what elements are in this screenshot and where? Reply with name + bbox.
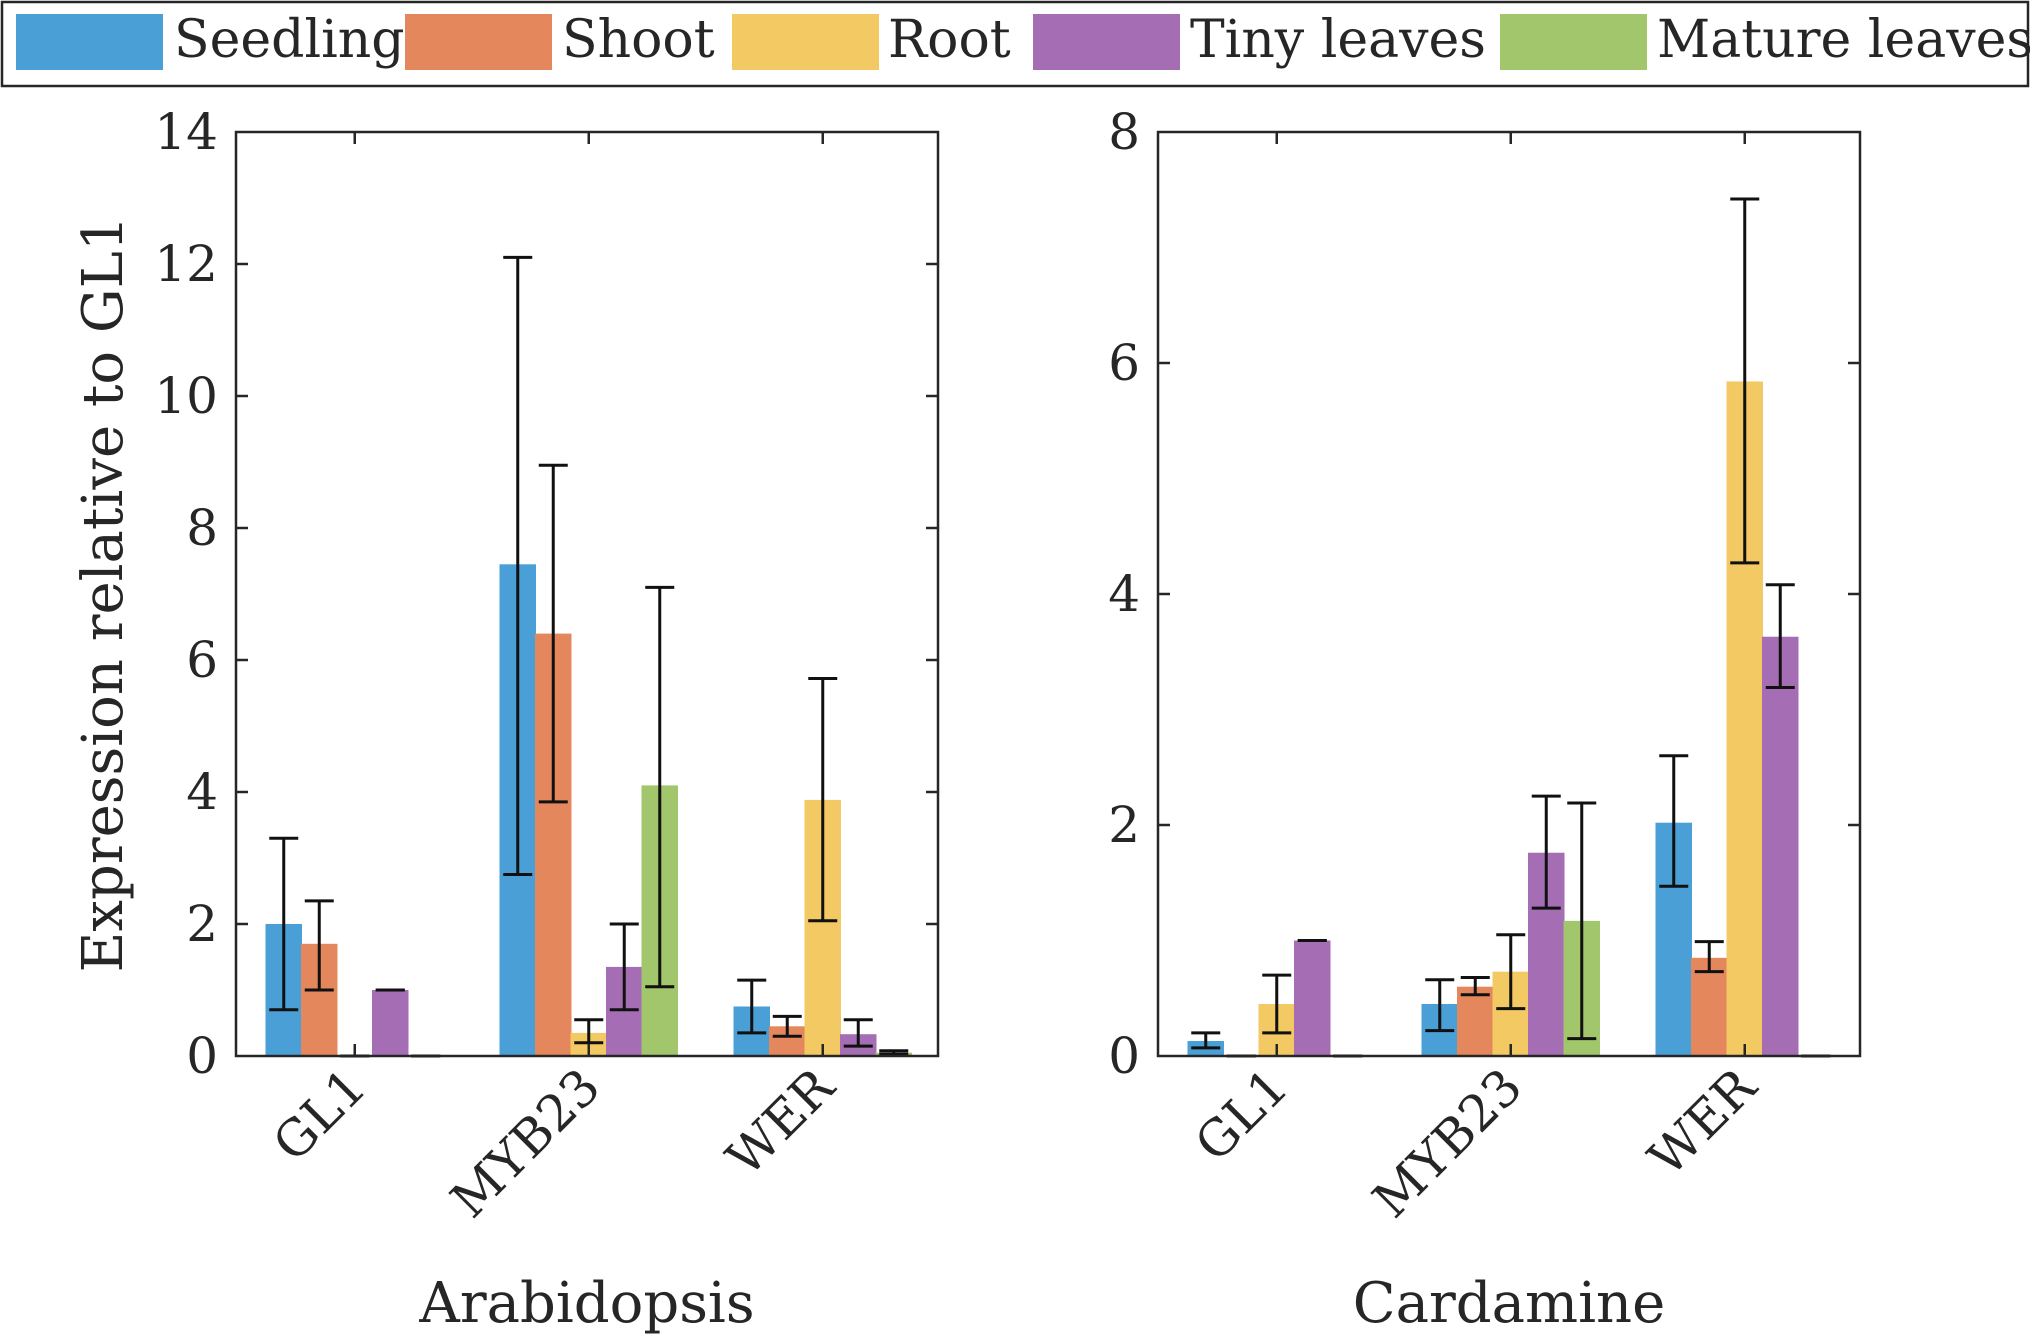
bar [1762, 636, 1799, 1056]
y-tick-label: 8 [1108, 103, 1140, 161]
y-tick-label: 14 [154, 103, 218, 161]
x-tick-label: MYB23 [440, 1057, 612, 1229]
x-tick-label: WER [1637, 1057, 1768, 1188]
bar [1691, 957, 1728, 1056]
bar [1457, 986, 1494, 1056]
x-tick-label: GL1 [262, 1057, 377, 1172]
legend-swatch [16, 14, 163, 70]
x-tick-label: MYB23 [1362, 1057, 1534, 1229]
y-tick-label: 0 [1108, 1027, 1140, 1085]
y-tick-label: 4 [1108, 565, 1140, 623]
bar [372, 990, 409, 1056]
legend-swatch [732, 14, 879, 70]
legend-label: Mature leaves [1657, 10, 2030, 70]
y-tick-label: 6 [1108, 334, 1140, 392]
y-axis-label: Expression relative to GL1 [71, 216, 136, 973]
y-tick-label: 2 [186, 895, 218, 953]
x-axis-label: Arabidopsis [418, 1271, 754, 1336]
legend-label: Shoot [562, 10, 715, 70]
legend-swatch [405, 14, 552, 70]
legend-box [0, 0, 2030, 88]
x-axis-label: Cardamine [1353, 1271, 1665, 1336]
y-tick-label: 10 [154, 367, 218, 425]
legend-label: Seedling [174, 10, 405, 70]
chart-arabidopsis: 0 2 4 6 8 10 12 14 GL1 MYB23 WER Arabidopsis Express… [71, 103, 940, 1336]
y-tick-label: 0 [186, 1027, 218, 1085]
legend-swatch [1500, 14, 1647, 70]
y-tick-label: 8 [186, 499, 218, 557]
axes-box [234, 130, 940, 1058]
y-tick-label: 2 [1108, 796, 1140, 854]
bar [1294, 940, 1331, 1056]
y-tick-label: 6 [186, 631, 218, 689]
legend: Seedling Shoot Root Tiny leaves Mature leave… [0, 0, 2030, 88]
legend-label: Root [888, 10, 1011, 70]
chart-cardamine: 0 2 4 6 8 GL1 MYB23 WER Cardamine [1108, 103, 1862, 1336]
legend-label: Tiny leaves [1190, 10, 1486, 70]
legend-swatch [1033, 14, 1180, 70]
y-tick-label: 4 [186, 763, 218, 821]
y-tick-label: 12 [154, 235, 218, 293]
x-tick-label: WER [715, 1057, 846, 1188]
x-tick-label: GL1 [1184, 1057, 1299, 1172]
